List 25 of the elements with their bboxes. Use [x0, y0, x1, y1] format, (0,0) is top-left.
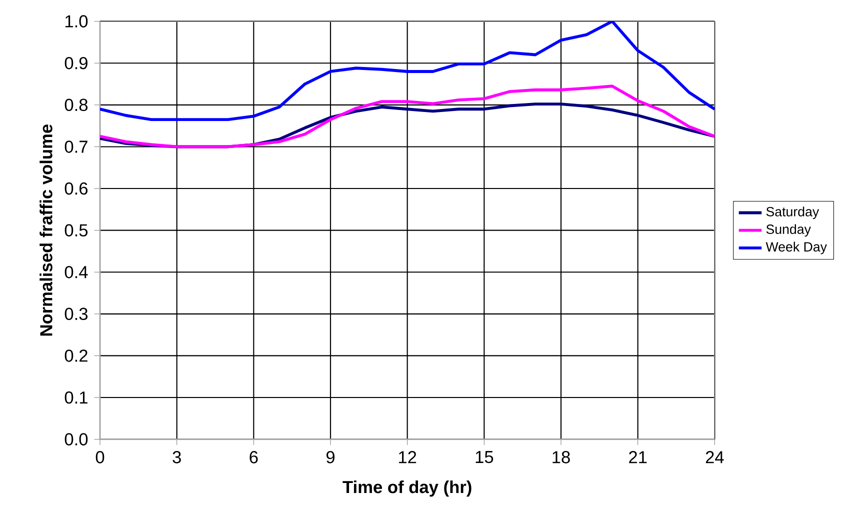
y-tick-label: 0.0	[64, 433, 88, 446]
y-tick-label: 0.6	[64, 182, 88, 195]
legend-label: Saturday	[766, 206, 820, 220]
y-tick-label: 0.3	[64, 308, 88, 320]
x-tick-label: 3	[172, 451, 181, 464]
y-tick-label: 0.4	[64, 266, 88, 278]
x-tick-label: 9	[326, 451, 335, 464]
x-axis-title: Time of day (hr)	[342, 480, 472, 497]
x-tick-label: 0	[96, 451, 104, 464]
y-tick-label: 0.1	[64, 391, 88, 404]
x-tick-label: 15	[476, 451, 494, 464]
y-tick-label: 1.0	[65, 15, 88, 28]
y-tick-label: 0.8	[64, 98, 88, 112]
x-tick-label: 24	[706, 451, 724, 464]
legend-label: Sunday	[766, 224, 811, 237]
y-axis-title: Normalised fraffic volume	[40, 124, 52, 336]
x-tick-label: 12	[399, 451, 416, 464]
x-tick-label: 21	[629, 451, 647, 464]
x-tick-label: 18	[552, 451, 570, 464]
y-tick-label: 0.7	[64, 140, 88, 153]
x-tick-label: 6	[250, 451, 258, 464]
y-tick-label: 0.5	[64, 224, 88, 236]
y-tick-label: 0.9	[64, 56, 88, 70]
legend-label: Week Day	[766, 242, 827, 254]
y-tick-label: 0.2	[64, 350, 88, 362]
